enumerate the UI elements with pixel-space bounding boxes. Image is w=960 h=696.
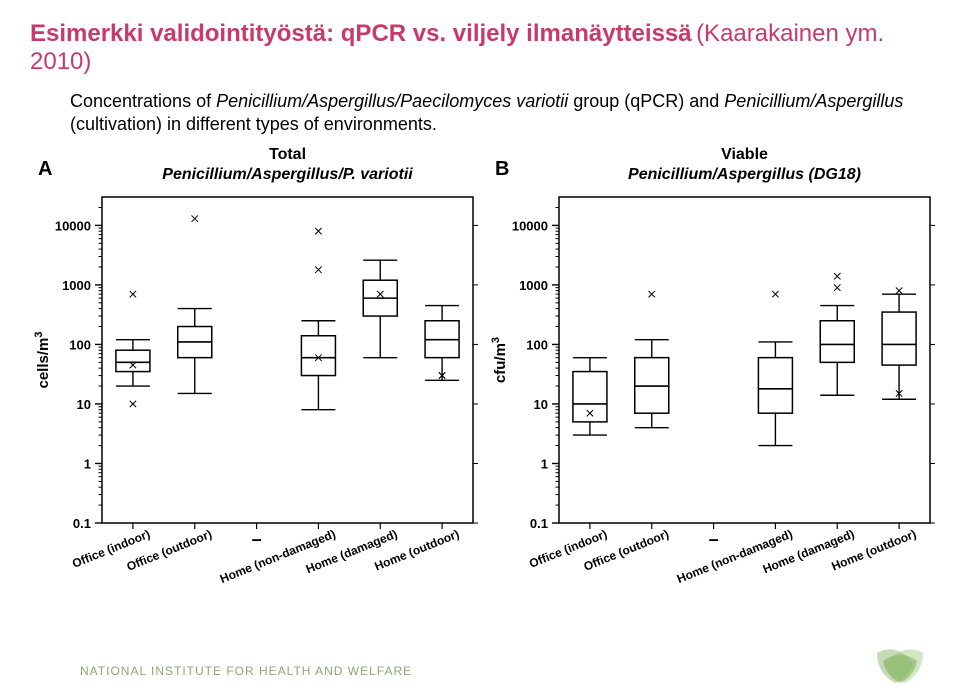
svg-text:0.1: 0.1 [530, 516, 548, 531]
svg-text:10: 10 [534, 397, 548, 412]
svg-text:–: – [709, 529, 719, 549]
footer-text: NATIONAL INSTITUTE FOR HEALTH AND WELFAR… [80, 664, 412, 678]
svg-text:100: 100 [526, 337, 548, 352]
svg-text:A: A [38, 158, 52, 180]
subtitle: Concentrations of Penicillium/Aspergillu… [70, 90, 910, 137]
chart-b-wrap: B Viable Penicillium/Aspergillus (DG18) 0.1… [487, 141, 942, 601]
subtitle-italic2: Penicillium/Aspergillus [724, 91, 903, 111]
svg-text:Penicillium/Aspergillus/P. var: Penicillium/Aspergillus/P. variotii [162, 166, 413, 183]
chart-a-wrap: A Total Penicillium/Aspergillus/P. varioti… [30, 141, 485, 601]
svg-text:cells/m3: cells/m3 [33, 331, 52, 388]
subtitle-mid: group (qPCR) and [568, 91, 724, 111]
chart-a: A Total Penicillium/Aspergillus/P. varioti… [30, 141, 485, 601]
page-title-block: Esimerkki validointityöstä: qPCR vs. vil… [30, 20, 930, 76]
charts-row: A Total Penicillium/Aspergillus/P. varioti… [30, 141, 930, 601]
svg-text:B: B [495, 158, 509, 180]
svg-text:0.1: 0.1 [73, 516, 91, 531]
subtitle-post: (cultivation) in different types of envi… [70, 114, 437, 134]
svg-text:10: 10 [77, 397, 91, 412]
svg-text:cfu/m3: cfu/m3 [490, 337, 509, 383]
svg-text:10000: 10000 [512, 218, 548, 233]
svg-text:Viable: Viable [721, 146, 768, 163]
svg-text:10000: 10000 [55, 218, 91, 233]
page-title-main: Esimerkki validointityöstä: qPCR vs. vil… [30, 20, 692, 47]
leaf-logo-icon [865, 633, 935, 688]
svg-text:–: – [252, 529, 262, 549]
svg-text:Penicillium/Aspergillus (DG18): Penicillium/Aspergillus (DG18) [628, 166, 861, 183]
subtitle-pre: Concentrations of [70, 91, 216, 111]
svg-text:1000: 1000 [519, 278, 548, 293]
svg-text:1000: 1000 [62, 278, 91, 293]
chart-b: B Viable Penicillium/Aspergillus (DG18) 0.1… [487, 141, 942, 601]
svg-text:1: 1 [84, 456, 91, 471]
svg-text:100: 100 [69, 337, 91, 352]
subtitle-italic1: Penicillium/Aspergillus/Paecilomyces var… [216, 91, 568, 111]
svg-text:1: 1 [541, 456, 548, 471]
svg-text:Total: Total [269, 146, 306, 163]
